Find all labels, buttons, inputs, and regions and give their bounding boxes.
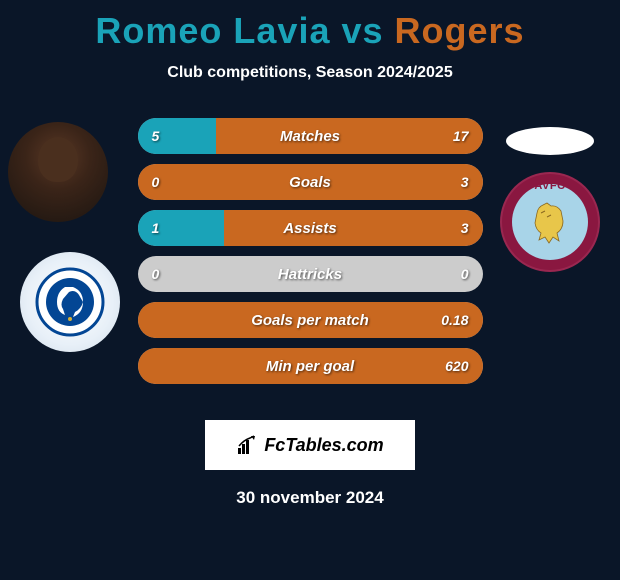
stat-bar: Goals0 3 <box>138 164 483 200</box>
bar-value-right: 0 <box>461 256 469 292</box>
player2-avatar-placeholder <box>506 127 594 155</box>
bar-label: Goals per match <box>138 302 483 338</box>
bar-value-right: 0.18 <box>441 302 468 338</box>
bar-value-right: 3 <box>461 210 469 246</box>
fctables-logo-icon <box>236 434 258 456</box>
comparison-content: AVFC Matches517Goals03Assists13Hattricks… <box>0 112 620 402</box>
page-title: Romeo Lavia vs Rogers <box>0 0 620 52</box>
player2-club-badge: AVFC <box>500 172 600 272</box>
player1-avatar <box>8 122 108 222</box>
bar-label: Goals <box>138 164 483 200</box>
bar-value-right: 17 <box>453 118 469 154</box>
brand-badge: FcTables.com <box>205 420 415 470</box>
chelsea-badge-icon <box>35 267 105 337</box>
bar-value-right: 3 <box>461 164 469 200</box>
stats-bars: Matches517Goals03Assists13Hattricks00Goa… <box>138 112 483 384</box>
bar-label: Hattricks <box>138 256 483 292</box>
stat-bar: Matches5 17 <box>138 118 483 154</box>
avfc-label: AVFC <box>502 180 598 192</box>
player1-club-badge <box>20 252 120 352</box>
stat-bar: Assists1 3 <box>138 210 483 246</box>
stat-bar: Min per goal620 <box>138 348 483 384</box>
bar-value-left: 1 <box>152 210 160 246</box>
bar-value-left: 0 <box>152 164 160 200</box>
bar-value-left: 5 <box>152 118 160 154</box>
brand-text: FcTables.com <box>264 435 383 456</box>
bar-value-left: 0 <box>152 256 160 292</box>
villa-lion-icon <box>523 195 578 250</box>
footer-date: 30 november 2024 <box>0 488 620 508</box>
bar-label: Matches <box>138 118 483 154</box>
bar-label: Min per goal <box>138 348 483 384</box>
bar-label: Assists <box>138 210 483 246</box>
stat-bar: Goals per match0.18 <box>138 302 483 338</box>
subtitle: Club competitions, Season 2024/2025 <box>0 64 620 82</box>
bar-value-right: 620 <box>445 348 468 384</box>
stat-bar: Hattricks0 0 <box>138 256 483 292</box>
